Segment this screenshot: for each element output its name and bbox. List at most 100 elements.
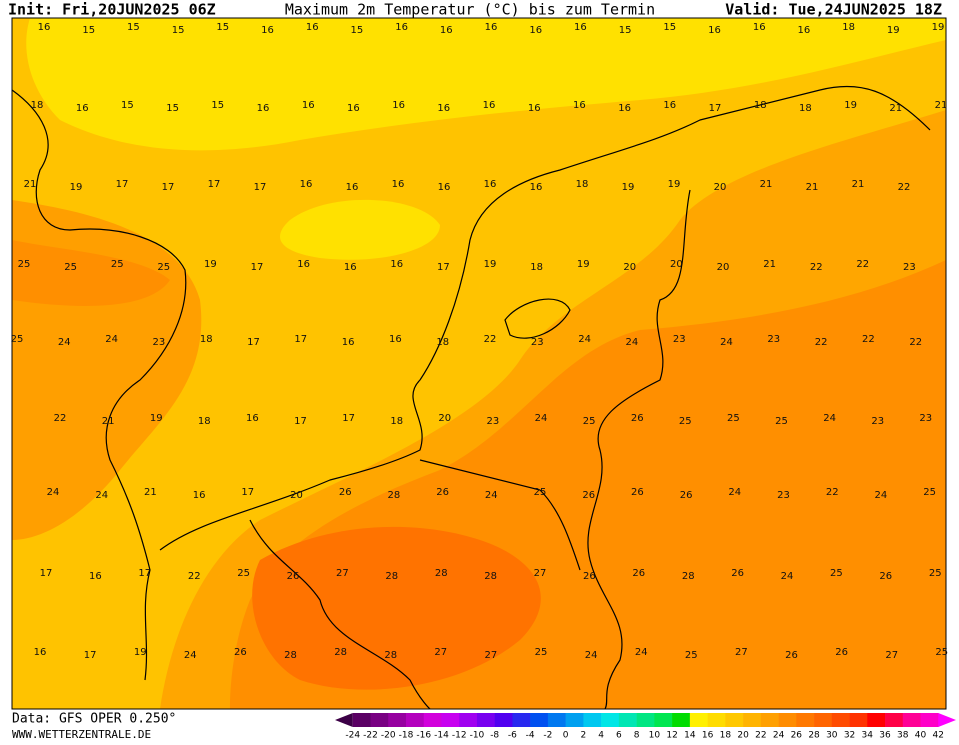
temperature-label: 22	[815, 337, 828, 348]
temperature-label: 19	[70, 182, 83, 193]
temperature-label: 16	[302, 100, 315, 111]
temperature-label: 24	[578, 334, 591, 345]
temperature-label: 16	[34, 647, 47, 658]
temperature-label: 24	[58, 337, 71, 348]
colorbar-tick: -6	[508, 731, 517, 741]
colorbar-tick: 42	[933, 731, 944, 741]
temperature-label: 24	[485, 490, 498, 501]
temperature-label: 18	[31, 100, 44, 111]
temperature-label: 16	[618, 103, 631, 114]
coastline	[12, 89, 187, 681]
temperature-label: 24	[47, 487, 60, 498]
temperature-label: 26	[879, 571, 892, 582]
temperature-label: 19	[150, 413, 163, 424]
temperature-label: 25	[727, 413, 740, 424]
colorbar-tick: 14	[684, 731, 696, 741]
temperature-label: 15	[619, 25, 632, 36]
temperature-label: 18	[842, 22, 855, 33]
temperature-label: 26	[582, 490, 595, 501]
site-name: WWW.WETTERZENTRALE.DE	[12, 728, 151, 741]
temperature-label: 20	[623, 262, 636, 273]
colorbar-box	[583, 713, 602, 727]
temperature-label: 26	[631, 413, 644, 424]
temperature-label: 16	[344, 262, 357, 273]
temperature-label: 17	[40, 568, 53, 579]
temperature-label: 25	[685, 650, 698, 661]
colorbar-box	[796, 713, 815, 727]
colorbar-box	[494, 713, 513, 727]
temperature-label: 15	[166, 103, 179, 114]
temperature-label: 24	[585, 650, 598, 661]
temperature-label: 21	[102, 416, 115, 427]
colorbar-tick: -20	[381, 731, 396, 741]
border	[249, 519, 431, 709]
field-cool	[26, 18, 946, 151]
temperature-label: 26	[632, 568, 645, 579]
temperature-label: 24	[875, 490, 888, 501]
temperature-label: 24	[535, 413, 548, 424]
colorbar-tick: 34	[862, 731, 874, 741]
temperature-label: 25	[18, 259, 31, 270]
colorbar-tick: 0	[563, 731, 569, 741]
temperature-label: 24	[184, 650, 197, 661]
temperature-label: 22	[862, 334, 875, 345]
temperature-label: 17	[251, 262, 264, 273]
temperature-label: 26	[680, 490, 693, 501]
temperature-label: 28	[384, 650, 397, 661]
colorbar-box	[778, 713, 797, 727]
colorbar-box	[743, 713, 762, 727]
temperature-label: 19	[932, 22, 945, 33]
temperature-label: 16	[297, 259, 310, 270]
colorbar-tick: 18	[720, 731, 732, 741]
temperature-label: 27	[735, 647, 748, 658]
colorbar-tick: -4	[526, 731, 535, 741]
colorbar-tick: 2	[581, 731, 587, 741]
temperature-label: 16	[390, 259, 403, 270]
temperature-label: 17	[138, 568, 151, 579]
map: 16 15 15 15 15 16 16 15 16 16 16 16 16 15 15 16 16 16 18 19…	[11, 17, 948, 710]
colorbar-box	[760, 713, 779, 727]
init-text: Init: Fri,20JUN2025 06Z	[8, 1, 216, 19]
colorbar-box	[459, 713, 478, 727]
colorbar-tick: 16	[702, 731, 714, 741]
temperature-label: 18	[576, 179, 589, 190]
temperature-label: 19	[134, 647, 147, 658]
temperature-label: 16	[437, 103, 450, 114]
temperature-label: 21	[763, 259, 776, 270]
temperature-label: 18	[200, 334, 213, 345]
colorbar-tick: -12	[452, 731, 467, 741]
temperature-label: 25	[237, 568, 250, 579]
temperature-label: 18	[530, 262, 543, 273]
temperature-label: 26	[583, 571, 596, 582]
temperature-label: 23	[903, 262, 916, 273]
border	[419, 459, 581, 571]
temperature-label: 27	[336, 568, 349, 579]
temperature-label: 19	[887, 25, 900, 36]
colorbar-tick: -2	[543, 731, 552, 741]
colorbar-box	[867, 713, 886, 727]
colorbar-box	[565, 713, 584, 727]
colorbar-box	[476, 713, 495, 727]
colorbar-tick: 40	[915, 731, 927, 741]
valid-text: Valid: Tue,24JUN2025 18Z	[725, 1, 942, 19]
temperature-label: 23	[673, 334, 686, 345]
temperature-label: 16	[89, 571, 102, 582]
colorbar-tick: 24	[773, 731, 785, 741]
temperature-label: 16	[342, 337, 355, 348]
temperature-label: 25	[935, 647, 948, 658]
temperature-label: 17	[116, 179, 129, 190]
temperature-label: 18	[390, 416, 403, 427]
temperature-label: 21	[144, 487, 157, 498]
colorbar-box	[618, 713, 637, 727]
temperature-label: 16	[347, 103, 360, 114]
temperature-label: 15	[211, 100, 224, 111]
temperature-label: 16	[346, 182, 359, 193]
temperature-label: 22	[810, 262, 823, 273]
temperature-label: 25	[111, 259, 124, 270]
temperature-label: 25	[157, 262, 170, 273]
temperature-label: 26	[339, 487, 352, 498]
temperature-label: 23	[871, 416, 884, 427]
temperature-label: 24	[105, 334, 118, 345]
colorbar-tick: 36	[879, 731, 891, 741]
